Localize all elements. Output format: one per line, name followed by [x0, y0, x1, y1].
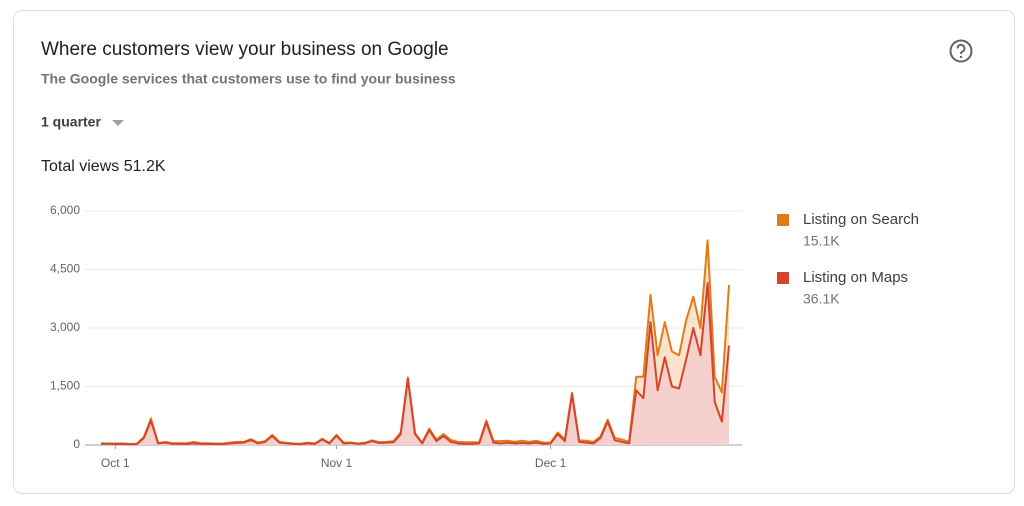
period-label[interactable]: 1 quarter	[41, 114, 101, 130]
total-views: Total views 51.2K	[41, 158, 166, 175]
x-tick-label: Nov 1	[321, 456, 353, 470]
y-tick-label: 6,000	[50, 203, 80, 217]
card-subtitle: The Google services that customers use t…	[41, 71, 456, 87]
y-tick-label: 1,500	[50, 379, 80, 393]
period-dropdown[interactable]: 1 quarter	[41, 114, 124, 130]
dropdown-caret[interactable]	[112, 120, 124, 126]
help-icon[interactable]	[949, 39, 973, 63]
x-tick-label: Oct 1	[101, 456, 130, 470]
legend-label: Listing on Maps	[803, 269, 908, 286]
area-fill	[101, 283, 729, 445]
card-title: Where customers view your business on Go…	[41, 39, 449, 60]
y-tick-label: 4,500	[50, 262, 80, 276]
y-tick-label: 0	[73, 437, 80, 451]
y-tick-label: 3,000	[50, 320, 80, 334]
legend-swatch	[777, 272, 789, 284]
legend-label: Listing on Search	[803, 211, 919, 228]
help-glyph[interactable]	[956, 43, 966, 55]
legend-swatch	[777, 214, 789, 226]
series-line	[101, 282, 730, 446]
legend-total: 36.1K	[803, 291, 840, 307]
help-dot[interactable]	[959, 55, 963, 59]
plot: 0 1,500 3,000 4,500 6,000 Oct 1 Nov 1 Dec 1 List…	[50, 203, 919, 470]
x-tick-label: Dec 1	[535, 456, 567, 470]
card-border	[13, 10, 1015, 494]
help-button[interactable]	[949, 39, 973, 63]
legend-total: 15.1K	[803, 233, 840, 249]
